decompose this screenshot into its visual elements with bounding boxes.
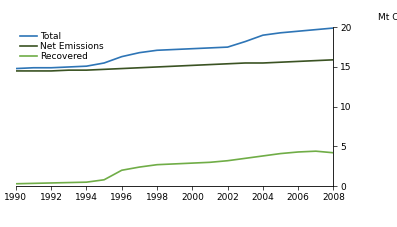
Net Emissions <box>296 60 301 63</box>
Net Emissions <box>31 69 36 72</box>
Total <box>102 62 106 64</box>
Net Emissions <box>314 59 318 62</box>
Net Emissions <box>172 65 177 68</box>
Total <box>172 48 177 51</box>
Recovered <box>66 181 71 184</box>
Net Emissions <box>278 61 283 64</box>
Net Emissions <box>331 58 336 61</box>
Recovered <box>155 163 160 166</box>
Net Emissions <box>137 66 142 69</box>
Net Emissions <box>208 63 212 66</box>
Recovered <box>243 157 248 160</box>
Total <box>49 66 54 69</box>
Total <box>155 49 160 52</box>
Legend: Total, Net Emissions, Recovered: Total, Net Emissions, Recovered <box>20 32 104 62</box>
Recovered <box>260 155 265 157</box>
Net Emissions <box>13 69 18 72</box>
Recovered <box>172 163 177 165</box>
Recovered <box>119 169 124 172</box>
Total <box>260 34 265 37</box>
Recovered <box>13 182 18 185</box>
Total <box>314 28 318 31</box>
Net Emissions <box>243 62 248 64</box>
Total <box>84 65 89 68</box>
Net Emissions <box>84 69 89 72</box>
Total <box>13 67 18 70</box>
Recovered <box>208 161 212 164</box>
Total <box>243 40 248 43</box>
Net Emissions <box>102 68 106 71</box>
Recovered <box>190 162 195 164</box>
Total <box>278 31 283 34</box>
Total <box>31 66 36 69</box>
Total <box>190 47 195 50</box>
Total <box>331 27 336 29</box>
Total <box>208 47 212 49</box>
Net Emissions <box>190 64 195 67</box>
Recovered <box>84 181 89 183</box>
Total <box>119 55 124 58</box>
Recovered <box>278 152 283 155</box>
Total <box>66 66 71 68</box>
Recovered <box>225 159 230 162</box>
Line: Total: Total <box>16 28 333 69</box>
Recovered <box>102 178 106 181</box>
Recovered <box>31 182 36 185</box>
Recovered <box>331 151 336 154</box>
Net Emissions <box>225 62 230 65</box>
Recovered <box>314 150 318 153</box>
Net Emissions <box>260 62 265 64</box>
Net Emissions <box>119 67 124 70</box>
Total <box>296 30 301 32</box>
Line: Net Emissions: Net Emissions <box>16 60 333 71</box>
Text: Mt CO2-e: Mt CO2-e <box>378 13 397 22</box>
Total <box>137 51 142 54</box>
Recovered <box>137 166 142 168</box>
Line: Recovered: Recovered <box>16 151 333 184</box>
Recovered <box>49 182 54 184</box>
Net Emissions <box>66 69 71 72</box>
Total <box>225 46 230 48</box>
Net Emissions <box>49 69 54 72</box>
Recovered <box>296 151 301 153</box>
Net Emissions <box>155 66 160 68</box>
